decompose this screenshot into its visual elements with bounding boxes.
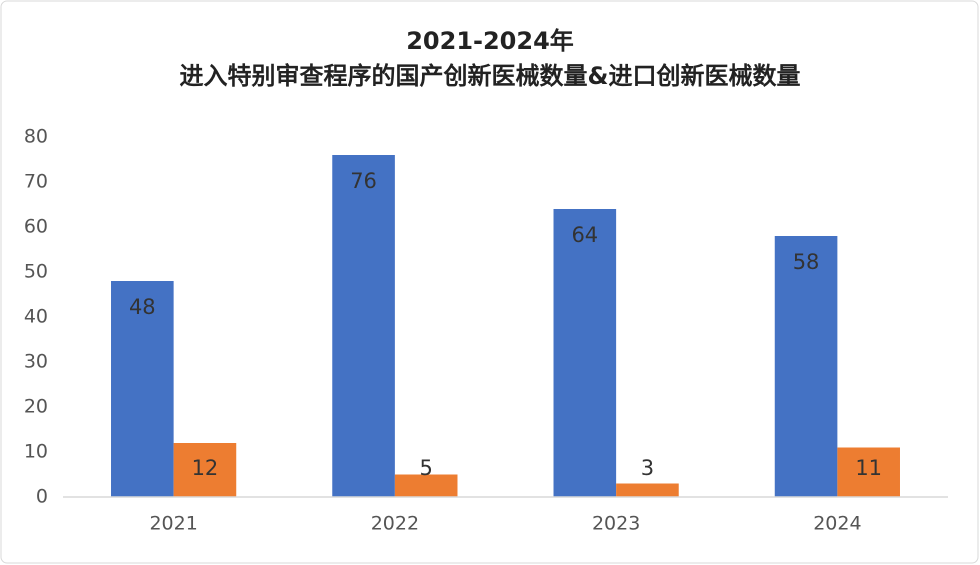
x-tick-label: 2024 xyxy=(813,513,861,535)
y-tick-label: 60 xyxy=(24,216,48,238)
bar xyxy=(173,443,237,497)
bar xyxy=(332,155,395,497)
value-label: 48 xyxy=(129,295,156,319)
y-tick-label: 50 xyxy=(24,261,48,283)
bar xyxy=(616,483,679,497)
value-label: 58 xyxy=(793,250,820,274)
bar xyxy=(553,209,617,497)
chart-title: 2021-2024年 xyxy=(406,27,574,55)
y-tick-label: 0 xyxy=(36,486,48,508)
y-tick-label: 10 xyxy=(24,441,48,463)
bar xyxy=(111,281,174,497)
bar xyxy=(837,447,900,497)
bar xyxy=(774,236,838,497)
value-label: 11 xyxy=(855,456,882,480)
chart-title: 进入特别审查程序的国产创新医械数量&进口创新医械数量 xyxy=(180,62,801,90)
x-tick-label: 2022 xyxy=(371,513,419,535)
value-label: 12 xyxy=(192,456,219,480)
x-tick-label: 2023 xyxy=(592,513,640,535)
y-tick-label: 80 xyxy=(24,126,48,148)
bar xyxy=(394,474,458,497)
value-label: 76 xyxy=(350,169,377,193)
value-label: 3 xyxy=(641,456,654,480)
y-tick-label: 30 xyxy=(24,351,48,373)
y-tick-label: 70 xyxy=(24,171,48,193)
y-tick-label: 40 xyxy=(24,306,48,328)
y-tick-label: 20 xyxy=(24,396,48,418)
value-label: 64 xyxy=(571,223,598,247)
x-tick-label: 2021 xyxy=(149,513,197,535)
value-label: 5 xyxy=(419,456,432,480)
